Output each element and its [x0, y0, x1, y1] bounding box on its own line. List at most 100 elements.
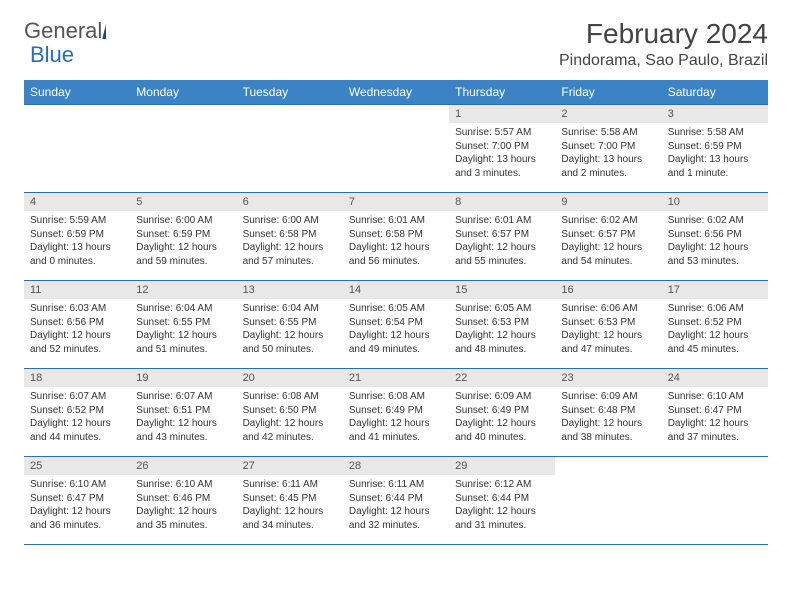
- day-content: Sunrise: 6:07 AMSunset: 6:51 PMDaylight:…: [130, 387, 236, 450]
- day-number: 29: [449, 457, 555, 475]
- calendar-cell: 8Sunrise: 6:01 AMSunset: 6:57 PMDaylight…: [449, 193, 555, 281]
- day-number: 4: [24, 193, 130, 211]
- day-content: Sunrise: 5:59 AMSunset: 6:59 PMDaylight:…: [24, 211, 130, 274]
- day-number: 2: [555, 105, 661, 123]
- day-number: 17: [662, 281, 768, 299]
- day-number: 3: [662, 105, 768, 123]
- day-number: 25: [24, 457, 130, 475]
- calendar-cell: 10Sunrise: 6:02 AMSunset: 6:56 PMDayligh…: [662, 193, 768, 281]
- calendar-cell: [662, 457, 768, 545]
- day-number: 7: [343, 193, 449, 211]
- calendar-cell: [24, 105, 130, 193]
- calendar-cell: 14Sunrise: 6:05 AMSunset: 6:54 PMDayligh…: [343, 281, 449, 369]
- calendar-cell: 12Sunrise: 6:04 AMSunset: 6:55 PMDayligh…: [130, 281, 236, 369]
- calendar-cell: 3Sunrise: 5:58 AMSunset: 6:59 PMDaylight…: [662, 105, 768, 193]
- calendar-cell: 16Sunrise: 6:06 AMSunset: 6:53 PMDayligh…: [555, 281, 661, 369]
- day-number: 11: [24, 281, 130, 299]
- day-number: 24: [662, 369, 768, 387]
- day-number: 27: [237, 457, 343, 475]
- calendar-cell: 2Sunrise: 5:58 AMSunset: 7:00 PMDaylight…: [555, 105, 661, 193]
- day-number: 20: [237, 369, 343, 387]
- day-header: Monday: [130, 80, 236, 105]
- day-content: Sunrise: 6:05 AMSunset: 6:54 PMDaylight:…: [343, 299, 449, 362]
- calendar-cell: 15Sunrise: 6:05 AMSunset: 6:53 PMDayligh…: [449, 281, 555, 369]
- calendar-cell: 7Sunrise: 6:01 AMSunset: 6:58 PMDaylight…: [343, 193, 449, 281]
- day-content: Sunrise: 6:04 AMSunset: 6:55 PMDaylight:…: [130, 299, 236, 362]
- logo-triangle-icon: [102, 23, 106, 39]
- day-content: Sunrise: 6:06 AMSunset: 6:52 PMDaylight:…: [662, 299, 768, 362]
- calendar-cell: 20Sunrise: 6:08 AMSunset: 6:50 PMDayligh…: [237, 369, 343, 457]
- day-number: 14: [343, 281, 449, 299]
- day-number: 15: [449, 281, 555, 299]
- day-content: Sunrise: 5:58 AMSunset: 7:00 PMDaylight:…: [555, 123, 661, 186]
- day-header: Friday: [555, 80, 661, 105]
- day-number: 28: [343, 457, 449, 475]
- day-content: Sunrise: 6:00 AMSunset: 6:59 PMDaylight:…: [130, 211, 236, 274]
- calendar-cell: 11Sunrise: 6:03 AMSunset: 6:56 PMDayligh…: [24, 281, 130, 369]
- calendar-cell: 13Sunrise: 6:04 AMSunset: 6:55 PMDayligh…: [237, 281, 343, 369]
- day-content: Sunrise: 6:08 AMSunset: 6:49 PMDaylight:…: [343, 387, 449, 450]
- calendar-cell: 9Sunrise: 6:02 AMSunset: 6:57 PMDaylight…: [555, 193, 661, 281]
- day-number: 19: [130, 369, 236, 387]
- day-number: 16: [555, 281, 661, 299]
- calendar-cell: 5Sunrise: 6:00 AMSunset: 6:59 PMDaylight…: [130, 193, 236, 281]
- day-number: 21: [343, 369, 449, 387]
- day-content: Sunrise: 6:02 AMSunset: 6:56 PMDaylight:…: [662, 211, 768, 274]
- day-number: 8: [449, 193, 555, 211]
- day-number: 12: [130, 281, 236, 299]
- calendar-cell: 6Sunrise: 6:00 AMSunset: 6:58 PMDaylight…: [237, 193, 343, 281]
- logo: General: [24, 18, 126, 44]
- day-content: Sunrise: 6:04 AMSunset: 6:55 PMDaylight:…: [237, 299, 343, 362]
- day-header: Thursday: [449, 80, 555, 105]
- header: General February 2024 Pindorama, Sao Pau…: [24, 18, 768, 70]
- day-content: Sunrise: 6:01 AMSunset: 6:58 PMDaylight:…: [343, 211, 449, 274]
- day-content: Sunrise: 6:09 AMSunset: 6:48 PMDaylight:…: [555, 387, 661, 450]
- day-content: Sunrise: 6:09 AMSunset: 6:49 PMDaylight:…: [449, 387, 555, 450]
- calendar-cell: 29Sunrise: 6:12 AMSunset: 6:44 PMDayligh…: [449, 457, 555, 545]
- calendar-cell: [343, 105, 449, 193]
- page-title: February 2024: [559, 18, 768, 50]
- calendar-cell: 23Sunrise: 6:09 AMSunset: 6:48 PMDayligh…: [555, 369, 661, 457]
- day-content: Sunrise: 6:10 AMSunset: 6:46 PMDaylight:…: [130, 475, 236, 538]
- day-content: Sunrise: 6:00 AMSunset: 6:58 PMDaylight:…: [237, 211, 343, 274]
- day-content: Sunrise: 6:08 AMSunset: 6:50 PMDaylight:…: [237, 387, 343, 450]
- calendar-cell: 24Sunrise: 6:10 AMSunset: 6:47 PMDayligh…: [662, 369, 768, 457]
- calendar-body: 1Sunrise: 5:57 AMSunset: 7:00 PMDaylight…: [24, 105, 768, 545]
- day-content: Sunrise: 6:03 AMSunset: 6:56 PMDaylight:…: [24, 299, 130, 362]
- day-number: 18: [24, 369, 130, 387]
- day-content: Sunrise: 6:11 AMSunset: 6:44 PMDaylight:…: [343, 475, 449, 538]
- day-number: 9: [555, 193, 661, 211]
- calendar-cell: [237, 105, 343, 193]
- day-header: Tuesday: [237, 80, 343, 105]
- title-block: February 2024 Pindorama, Sao Paulo, Braz…: [559, 18, 768, 70]
- calendar-cell: 27Sunrise: 6:11 AMSunset: 6:45 PMDayligh…: [237, 457, 343, 545]
- day-content: Sunrise: 6:12 AMSunset: 6:44 PMDaylight:…: [449, 475, 555, 538]
- calendar-cell: 18Sunrise: 6:07 AMSunset: 6:52 PMDayligh…: [24, 369, 130, 457]
- day-content: Sunrise: 6:02 AMSunset: 6:57 PMDaylight:…: [555, 211, 661, 274]
- day-content: Sunrise: 5:58 AMSunset: 6:59 PMDaylight:…: [662, 123, 768, 186]
- day-header: Sunday: [24, 80, 130, 105]
- day-content: Sunrise: 6:11 AMSunset: 6:45 PMDaylight:…: [237, 475, 343, 538]
- day-number: 13: [237, 281, 343, 299]
- day-header: Saturday: [662, 80, 768, 105]
- calendar-table: SundayMondayTuesdayWednesdayThursdayFrid…: [24, 80, 768, 545]
- calendar-cell: [555, 457, 661, 545]
- day-number: 23: [555, 369, 661, 387]
- calendar-week-row: 1Sunrise: 5:57 AMSunset: 7:00 PMDaylight…: [24, 105, 768, 193]
- calendar-cell: 26Sunrise: 6:10 AMSunset: 6:46 PMDayligh…: [130, 457, 236, 545]
- location-text: Pindorama, Sao Paulo, Brazil: [559, 52, 768, 70]
- calendar-cell: 25Sunrise: 6:10 AMSunset: 6:47 PMDayligh…: [24, 457, 130, 545]
- day-number: 1: [449, 105, 555, 123]
- calendar-cell: 19Sunrise: 6:07 AMSunset: 6:51 PMDayligh…: [130, 369, 236, 457]
- calendar-cell: 17Sunrise: 6:06 AMSunset: 6:52 PMDayligh…: [662, 281, 768, 369]
- calendar-cell: 4Sunrise: 5:59 AMSunset: 6:59 PMDaylight…: [24, 193, 130, 281]
- calendar-cell: 1Sunrise: 5:57 AMSunset: 7:00 PMDaylight…: [449, 105, 555, 193]
- calendar-cell: 22Sunrise: 6:09 AMSunset: 6:49 PMDayligh…: [449, 369, 555, 457]
- calendar-week-row: 11Sunrise: 6:03 AMSunset: 6:56 PMDayligh…: [24, 281, 768, 369]
- day-content: Sunrise: 6:05 AMSunset: 6:53 PMDaylight:…: [449, 299, 555, 362]
- day-header: Wednesday: [343, 80, 449, 105]
- day-number: 22: [449, 369, 555, 387]
- day-content: Sunrise: 6:10 AMSunset: 6:47 PMDaylight:…: [24, 475, 130, 538]
- calendar-cell: 28Sunrise: 6:11 AMSunset: 6:44 PMDayligh…: [343, 457, 449, 545]
- logo-text-1: General: [24, 18, 102, 44]
